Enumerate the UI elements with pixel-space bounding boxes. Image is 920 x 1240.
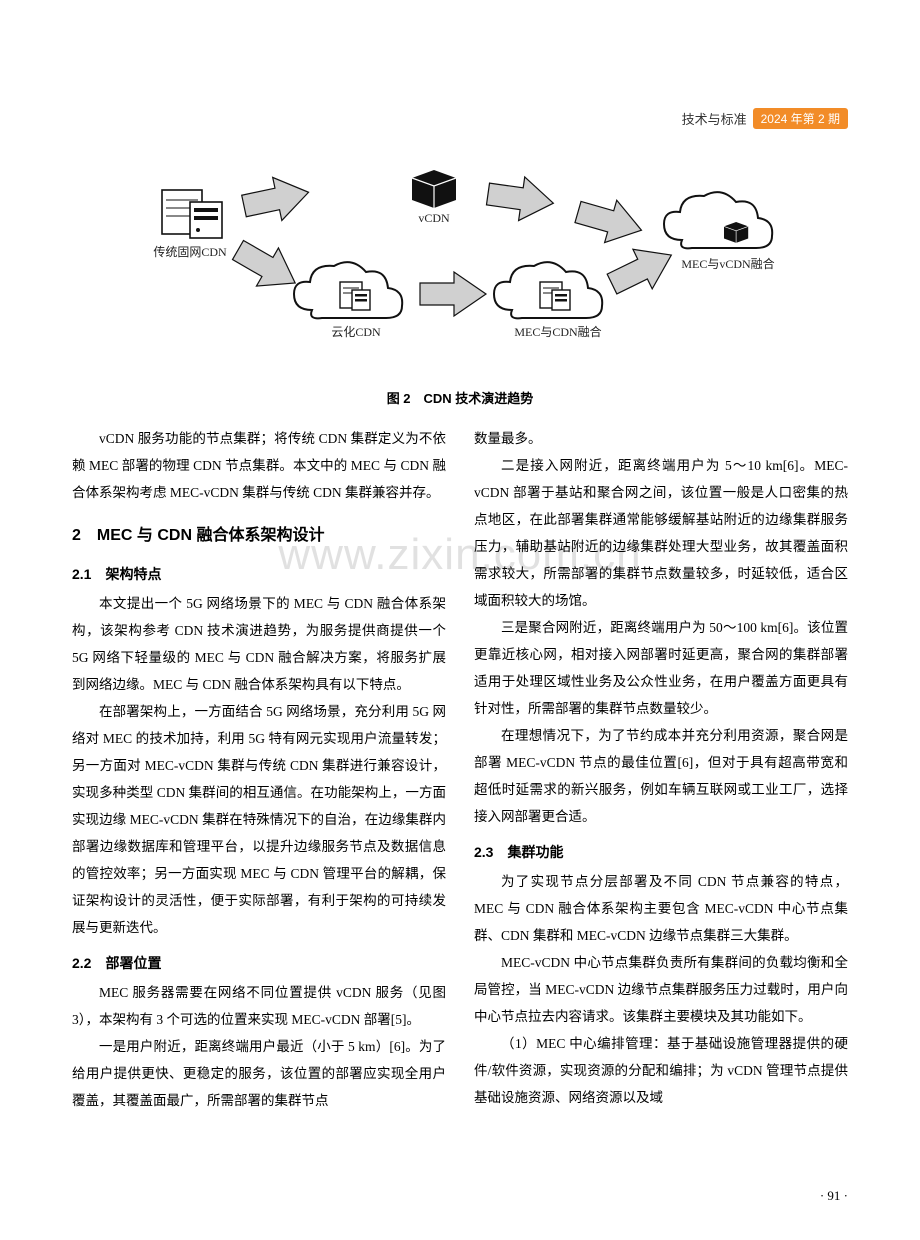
paragraph: 一是用户附近，距离终端用户最近（小于 5 km）[6]。为了给用户提供更快、更稳…	[72, 1033, 446, 1114]
mec-vcdn-label: MEC与vCDN融合	[681, 256, 774, 271]
paragraph: （1）MEC 中心编排管理：基于基础设施管理器提供的硬件/软件资源，实现资源的分…	[474, 1030, 848, 1111]
paragraph: 本文提出一个 5G 网络场景下的 MEC 与 CDN 融合体系架构，该架构参考 …	[72, 590, 446, 698]
arrow-icon	[572, 191, 648, 251]
page-header: 技术与标准 2024 年第 2 期	[682, 108, 848, 129]
figure-caption: 图 2 CDN 技术演进趋势	[72, 388, 848, 407]
paragraph: 在理想情况下，为了节约成本并充分利用资源，聚合网是部署 MEC-vCDN 节点的…	[474, 722, 848, 830]
paragraph: MEC 服务器需要在网络不同位置提供 vCDN 服务（见图 3），本架构有 3 …	[72, 979, 446, 1033]
paragraph: 三是聚合网附近，距离终端用户为 50～100 km[6]。该位置更靠近核心网，相…	[474, 614, 848, 722]
arrow-icon	[602, 235, 681, 303]
paragraph: 数量最多。	[474, 425, 848, 452]
arrow-icon	[239, 171, 313, 228]
cdn-evolution-diagram: 传统固网CDN vCDN 云化CDN MEC与CDN融合 MEC与vCDN融合	[72, 160, 848, 380]
subsection-heading: 2.3 集群功能	[474, 838, 848, 866]
paragraph: 为了实现节点分层部署及不同 CDN 节点兼容的特点，MEC 与 CDN 融合体系…	[474, 868, 848, 949]
mec-cdn-label: MEC与CDN融合	[514, 324, 601, 339]
vcdn-icon	[412, 170, 456, 208]
two-column-body: vCDN 服务功能的节点集群；将传统 CDN 集群定义为不依赖 MEC 部署的物…	[72, 425, 848, 1114]
page-number: · 91 ·	[820, 1188, 848, 1204]
traditional-cdn-icon	[162, 190, 222, 238]
paragraph: MEC-vCDN 中心节点集群负责所有集群间的负载均衡和全局管控，当 MEC-v…	[474, 949, 848, 1030]
vcdn-label: vCDN	[418, 211, 450, 225]
mec-vcdn-cloud-icon	[664, 192, 772, 248]
subsection-heading: 2.1 架构特点	[72, 560, 446, 588]
paragraph: vCDN 服务功能的节点集群；将传统 CDN 集群定义为不依赖 MEC 部署的物…	[72, 425, 446, 506]
subsection-heading: 2.2 部署位置	[72, 949, 446, 977]
right-column: 数量最多。 二是接入网附近，距离终端用户为 5～10 km[6]。MEC-vCD…	[474, 425, 848, 1114]
left-column: vCDN 服务功能的节点集群；将传统 CDN 集群定义为不依赖 MEC 部署的物…	[72, 425, 446, 1114]
header-category: 技术与标准	[682, 109, 747, 128]
paragraph: 二是接入网附近，距离终端用户为 5～10 km[6]。MEC-vCDN 部署于基…	[474, 452, 848, 614]
issue-badge: 2024 年第 2 期	[753, 108, 848, 129]
section-heading: 2 MEC 与 CDN 融合体系架构设计	[72, 520, 446, 552]
cloudcdn-label: 云化CDN	[331, 325, 381, 339]
arrow-icon	[420, 272, 486, 316]
traditional-cdn-label: 传统固网CDN	[153, 244, 227, 259]
arrow-icon	[485, 172, 556, 225]
figure-2: 传统固网CDN vCDN 云化CDN MEC与CDN融合 MEC与vCDN融合	[72, 160, 848, 380]
paragraph: 在部署架构上，一方面结合 5G 网络场景，充分利用 5G 网络对 MEC 的技术…	[72, 698, 446, 941]
